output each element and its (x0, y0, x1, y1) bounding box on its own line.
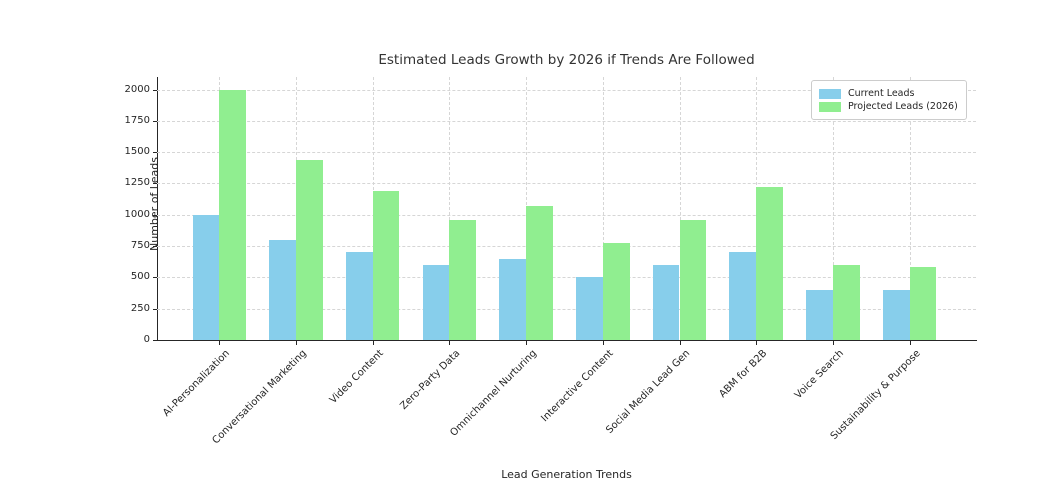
x-tick-label-ai-personalization: AI-Personalization (161, 348, 233, 419)
gridline-x-social-media-lead-gen (679, 77, 681, 340)
y-tick-mark-1250 (153, 183, 157, 185)
x-tick-label-voice-search: Voice Search (792, 348, 846, 402)
gridline-x-sustainability-purpose (909, 77, 911, 340)
y-tick-label-1750: 1750 (124, 114, 150, 126)
bar-projected-leads-2026-abm-for-b2b (756, 186, 783, 340)
bar-current-leads-zero-party-data (422, 264, 450, 340)
gridline-y-1750 (157, 120, 976, 122)
legend-swatch-projected-leads-2026 (819, 101, 841, 112)
bar-projected-leads-2026-interactive-content (602, 242, 630, 340)
legend-item-current-leads: Current Leads (819, 88, 958, 99)
bar-projected-leads-2026-ai-personalization (219, 89, 247, 340)
y-tick-mark-1750 (153, 120, 157, 122)
y-tick-label-2000: 2000 (124, 83, 150, 95)
gridline-x-interactive-content (602, 77, 604, 340)
legend-label-current-leads: Current Leads (848, 88, 915, 99)
x-tick-label-conversational-marketing: Conversational Marketing (210, 348, 309, 447)
legend-label-projected-leads-2026: Projected Leads (2026) (848, 101, 958, 112)
x-tick-mark-abm-for-b2b (756, 340, 758, 345)
bar-current-leads-abm-for-b2b (729, 252, 757, 340)
y-tick-label-0: 0 (143, 334, 150, 345)
bar-projected-leads-2026-conversational-marketing (296, 159, 323, 340)
bar-current-leads-social-media-lead-gen (652, 264, 680, 340)
bar-projected-leads-2026-sustainability-purpose (909, 267, 937, 340)
y-tick-label-1250: 1250 (124, 177, 150, 189)
y-tick-mark-0 (153, 340, 157, 341)
legend-item-projected-leads-2026: Projected Leads (2026) (819, 101, 958, 112)
gridline-y-1500 (157, 152, 976, 154)
gridline-y-750 (157, 246, 976, 248)
x-tick-mark-voice-search (832, 340, 834, 345)
x-tick-label-abm-for-b2b: ABM for B2B (716, 348, 769, 400)
bar-current-leads-voice-search (806, 289, 833, 340)
bar-projected-leads-2026-zero-party-data (449, 219, 477, 340)
x-tick-label-omnichannel-nurturing: Omnichannel Nurturing (448, 348, 539, 439)
bar-current-leads-conversational-marketing (269, 239, 296, 340)
bar-current-leads-interactive-content (576, 277, 603, 340)
bar-projected-leads-2026-voice-search (832, 264, 860, 340)
gridline-x-voice-search (832, 77, 834, 340)
x-tick-mark-zero-party-data (449, 340, 451, 345)
x-tick-mark-conversational-marketing (296, 340, 297, 345)
bar-current-leads-video-content (345, 252, 373, 340)
y-tick-mark-1500 (153, 152, 157, 154)
legend: Current Leads Projected Leads (2026) (811, 80, 967, 120)
y-tick-mark-500 (153, 277, 157, 279)
y-tick-label-500: 500 (130, 271, 150, 283)
y-tick-mark-750 (153, 246, 157, 248)
bar-projected-leads-2026-social-media-lead-gen (679, 219, 707, 340)
bar-current-leads-omnichannel-nurturing (499, 258, 527, 340)
chart-title: Estimated Leads Growth by 2026 if Trends… (378, 52, 755, 68)
gridline-x-zero-party-data (449, 77, 451, 340)
y-tick-mark-2000 (153, 89, 157, 91)
x-axis-label: Lead Generation Trends (501, 468, 632, 481)
gridline-y-500 (157, 277, 976, 279)
bar-projected-leads-2026-omnichannel-nurturing (526, 205, 553, 340)
gridline-y-1250 (157, 183, 976, 185)
x-tick-label-interactive-content: Interactive Content (539, 348, 616, 425)
bar-current-leads-sustainability-purpose (882, 289, 910, 340)
y-tick-label-250: 250 (130, 302, 150, 314)
x-tick-label-zero-party-data: Zero-Party Data (398, 348, 463, 413)
y-tick-label-1000: 1000 (124, 208, 150, 220)
x-tick-mark-omnichannel-nurturing (526, 340, 528, 345)
y-tick-mark-250 (153, 308, 157, 310)
legend-swatch-current-leads (819, 88, 841, 99)
x-tick-mark-social-media-lead-gen (679, 340, 681, 345)
x-axis-line (156, 340, 977, 341)
y-axis-line (156, 77, 158, 340)
bar-projected-leads-2026-video-content (372, 190, 400, 340)
x-tick-mark-sustainability-purpose (909, 340, 911, 345)
y-tick-label-1500: 1500 (124, 146, 150, 158)
gridline-y-2000 (157, 89, 976, 91)
y-tick-mark-1000 (153, 214, 157, 216)
x-tick-label-sustainability-purpose: Sustainability & Purpose (828, 348, 923, 443)
x-tick-mark-ai-personalization (219, 340, 221, 345)
x-tick-label-video-content: Video Content (327, 348, 386, 406)
x-tick-mark-video-content (372, 340, 374, 345)
gridline-y-250 (157, 308, 976, 310)
gridline-y-1000 (157, 214, 976, 216)
y-tick-label-750: 750 (130, 240, 150, 252)
bar-current-leads-ai-personalization (192, 214, 220, 340)
x-tick-mark-interactive-content (602, 340, 604, 345)
x-tick-label-social-media-lead-gen: Social Media Lead Gen (604, 348, 693, 437)
